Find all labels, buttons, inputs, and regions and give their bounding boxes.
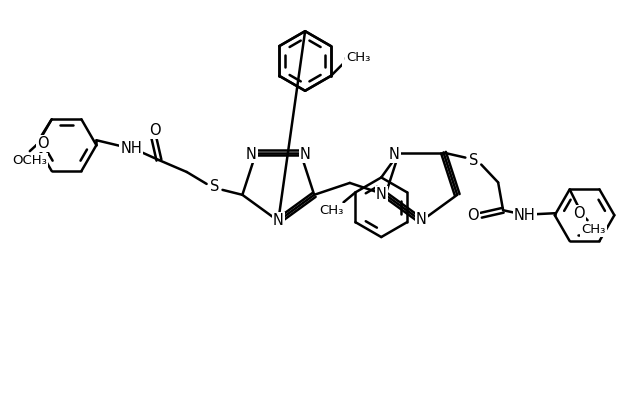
Text: NH: NH	[120, 141, 142, 156]
Text: CH₃: CH₃	[346, 50, 371, 63]
Text: CH₃: CH₃	[319, 204, 344, 217]
Text: O: O	[467, 208, 479, 223]
Text: O: O	[573, 206, 584, 221]
Text: O: O	[149, 123, 161, 138]
Text: N: N	[416, 212, 427, 227]
Text: N: N	[388, 147, 399, 162]
Text: N: N	[273, 214, 284, 229]
Text: O: O	[37, 136, 49, 151]
Text: CH₃: CH₃	[344, 53, 368, 65]
Text: N: N	[300, 147, 311, 162]
Text: S: S	[210, 179, 220, 194]
Text: NH: NH	[514, 208, 536, 223]
Text: N: N	[376, 187, 387, 202]
Text: S: S	[468, 153, 478, 168]
Text: CH₃: CH₃	[581, 223, 605, 236]
Text: OCH₃: OCH₃	[12, 153, 47, 166]
Text: N: N	[246, 147, 257, 162]
